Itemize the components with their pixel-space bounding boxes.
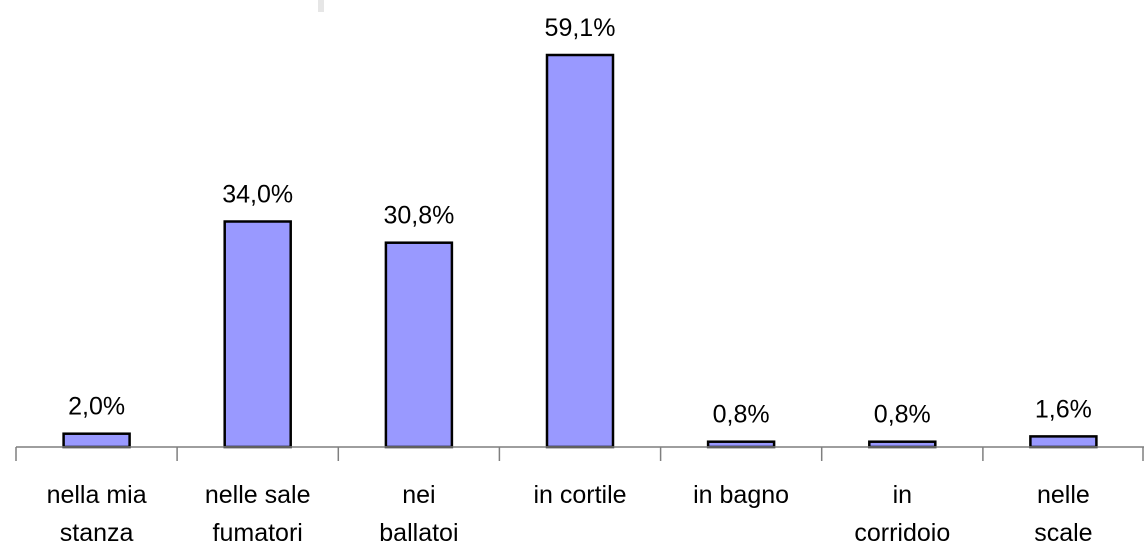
- data-label: 2,0%: [68, 393, 125, 421]
- category-label-line: in bagno: [693, 481, 789, 509]
- data-label: 34,0%: [222, 181, 293, 209]
- bar: [223, 220, 292, 449]
- bars-layer: [62, 53, 1098, 449]
- bar: [545, 53, 615, 449]
- bar: [706, 440, 776, 449]
- category-label-line: in cortile: [533, 481, 626, 509]
- category-label: nelle scale: [1034, 481, 1092, 547]
- x-axis: [15, 446, 1144, 461]
- category-label-line: stanza: [60, 519, 134, 547]
- data-label: 0,8%: [874, 401, 931, 429]
- data-label: 0,8%: [713, 401, 770, 429]
- bar: [62, 432, 131, 449]
- decorative-corner-mark: [318, 0, 324, 12]
- bar: [1029, 435, 1098, 449]
- category-label: nella mia stanza: [47, 481, 147, 547]
- category-label-line: nelle: [1037, 481, 1090, 509]
- data-label: 30,8%: [383, 202, 454, 230]
- category-label-line: in: [893, 481, 912, 509]
- category-label-line: fumatori: [213, 519, 303, 547]
- category-labels-layer: nella mia stanza nelle sale fumatori nei ball…: [47, 481, 1093, 547]
- bar: [384, 241, 454, 449]
- value-labels-layer: 2,0% 34,0% 30,8% 59,1% 0,8% 0,8% 1,6%: [68, 14, 1092, 429]
- category-label-line: scale: [1034, 519, 1092, 547]
- category-label: nelle sale fumatori: [205, 481, 311, 547]
- category-label-line: nella mia: [47, 481, 147, 509]
- data-label: 59,1%: [545, 14, 616, 42]
- category-label-line: ballatoi: [379, 519, 458, 547]
- data-label: 1,6%: [1035, 395, 1092, 423]
- category-label: in corridoio: [854, 481, 950, 547]
- category-label: in bagno: [693, 481, 789, 509]
- category-label-line: nei: [402, 481, 435, 509]
- category-label-line: corridoio: [854, 519, 950, 547]
- bar: [868, 440, 937, 449]
- category-label-line: nelle sale: [205, 481, 311, 509]
- category-label: in cortile: [533, 481, 626, 509]
- category-label: nei ballatoi: [379, 481, 458, 547]
